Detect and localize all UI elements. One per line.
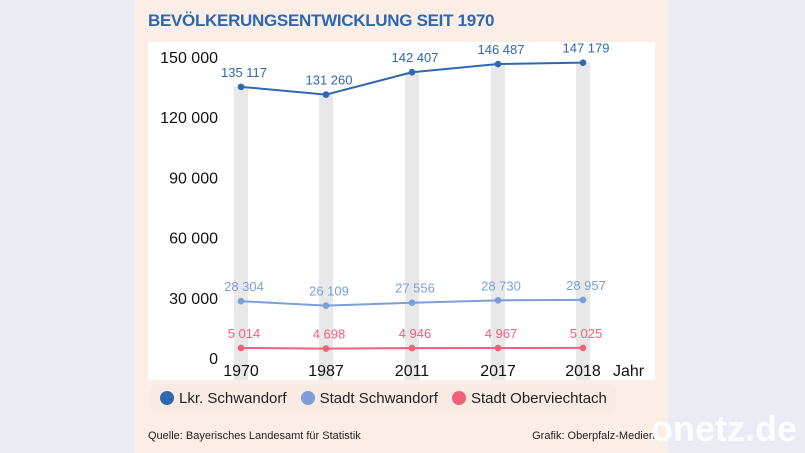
legend-swatch: [451, 391, 466, 405]
data-label: 147 179: [563, 41, 610, 56]
y-tick-label: 90 000: [169, 170, 218, 187]
data-point: [237, 344, 245, 352]
data-point: [237, 83, 245, 91]
data-point: [579, 59, 587, 66]
data-label: 4 967: [485, 326, 518, 341]
legend-swatch: [300, 391, 315, 405]
data-point: [322, 302, 330, 309]
legend: Lkr. Schwandorf Stadt Schwandorf Stadt Obe…: [150, 384, 616, 412]
data-label: 26 109: [309, 284, 349, 299]
column-band: [234, 86, 248, 380]
data-point: [408, 344, 416, 352]
data-label: 5 014: [228, 326, 261, 341]
y-tick-label: 120 000: [160, 110, 218, 127]
data-point: [494, 344, 502, 352]
legend-item: Lkr. Schwandorf: [160, 390, 287, 407]
data-label: 135 117: [221, 65, 267, 80]
data-point: [322, 345, 330, 352]
chart-title: BEVÖLKERUNGSENTWICKLUNG SEIT 1970: [148, 11, 495, 30]
legend-item: Stadt Oberviechtach: [451, 389, 607, 407]
y-tick-label: 30 000: [169, 291, 218, 308]
legend-label: Stadt Schwandorf: [319, 389, 438, 407]
data-label: 146 487: [478, 42, 525, 57]
data-point: [494, 60, 502, 68]
data-label: 28 304: [224, 279, 264, 294]
legend-label: Lkr. Schwandorf: [179, 389, 287, 407]
y-tick-label: 60 000: [169, 231, 218, 248]
data-point: [237, 297, 245, 305]
data-label: 5 025: [570, 326, 603, 341]
plot-area: [148, 42, 655, 380]
x-tick-label: 1970: [223, 363, 259, 380]
data-label: 27 556: [395, 281, 435, 296]
data-point: [579, 344, 587, 352]
column-band: [319, 94, 333, 381]
legend-label: Stadt Oberviechtach: [470, 389, 607, 407]
y-tick-label: 150 000: [160, 50, 218, 67]
data-point: [579, 296, 587, 304]
data-point: [322, 91, 330, 98]
data-label: 142 407: [392, 50, 439, 65]
data-point: [408, 68, 416, 76]
legend-swatch: [160, 391, 174, 405]
watermark-logo: onetz.de: [650, 408, 797, 449]
data-label: 131 260: [306, 73, 353, 88]
x-tick-label: 1987: [308, 363, 344, 380]
data-point: [494, 297, 502, 304]
data-label: 4 698: [313, 327, 346, 342]
source-note: Quelle: Bayerisches Landesamt für Statis…: [148, 430, 361, 442]
data-label: 28 730: [481, 278, 521, 293]
x-axis-label: Jahr: [613, 363, 645, 380]
data-label: 4 946: [399, 326, 432, 341]
x-tick-label: 2011: [395, 363, 430, 380]
data-point: [408, 299, 416, 307]
x-tick-label: 2018: [565, 363, 601, 380]
legend-item: Stadt Schwandorf: [300, 389, 438, 407]
data-label: 28 957: [566, 278, 606, 293]
y-tick-label: 0: [209, 351, 218, 368]
credit-note: Grafik: Oberpfalz-Medien: [532, 430, 655, 442]
x-tick-label: 2017: [480, 363, 516, 380]
